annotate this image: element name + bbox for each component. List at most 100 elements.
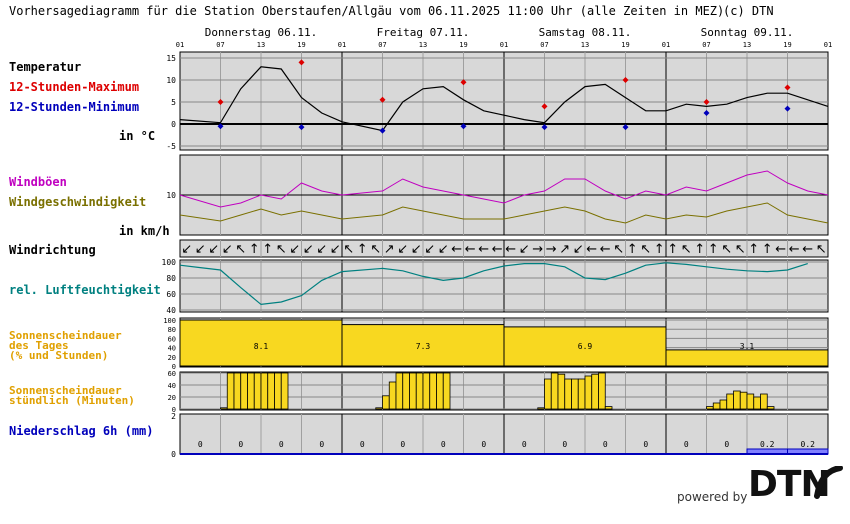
wind-arrow: ↙ [424, 242, 435, 257]
temp-max-point [217, 99, 224, 105]
wind-arrow: ↑ [708, 242, 719, 257]
precip-value: 0 [481, 440, 486, 449]
wind-arrow: ↙ [222, 242, 233, 257]
wind-arrow: ↑ [694, 242, 705, 257]
temp-min-point [784, 105, 791, 112]
hour-tick-label: 13 [257, 41, 265, 49]
precip-tick-label: 2 [171, 412, 176, 421]
label-wind-unit: in km/h [119, 224, 170, 238]
wind-arrow: ↖ [276, 242, 287, 257]
sun-hourly-bar [395, 372, 404, 410]
wind-arrow: ↙ [195, 242, 206, 257]
wind-arrow: ↙ [397, 242, 408, 257]
wind-arrow: ↖ [735, 242, 746, 257]
temp-min-point [622, 124, 629, 131]
dtn-swoosh-icon [814, 466, 843, 499]
hour-tick-label: 19 [297, 41, 305, 49]
wind-arrow: ↖ [613, 242, 624, 257]
wind-arrow: ← [465, 242, 476, 257]
precip-value: 0 [441, 440, 446, 449]
sun-hourly-bar [571, 378, 579, 410]
temp-max-point [460, 79, 467, 86]
hour-tick-label: 01 [176, 41, 184, 49]
wind-arrow: → [532, 242, 543, 257]
precip-value: 0 [562, 440, 567, 449]
precip-value: 0 [724, 440, 729, 449]
wind-arrow: ↙ [573, 242, 584, 257]
day-label: Samstag 08.11. [539, 26, 632, 39]
wind-arrow: ↙ [411, 242, 422, 257]
label-precip: Niederschlag 6h (mm) [9, 424, 154, 438]
temp-max-point [541, 103, 548, 110]
sun-hourly-bar [766, 406, 775, 410]
wind-arrow: ↖ [370, 242, 381, 257]
sun-hourly-bar [719, 399, 728, 410]
humidity-tick-label: 80 [166, 274, 176, 283]
wind-arrow: ← [586, 242, 597, 257]
wind-arrow: ↑ [667, 242, 678, 257]
label-sun-hourly-2: stündlich (Minuten) [9, 394, 135, 407]
sun-hourly-tick-label: 20 [168, 394, 176, 402]
sun-hourly-bar [712, 402, 721, 410]
hour-tick-label: 13 [419, 41, 427, 49]
sun-daily-tick-label: 20 [168, 354, 176, 362]
sun-hourly-bar [733, 390, 741, 410]
wind-arrow: ↑ [262, 242, 273, 257]
humidity-tick-label: 60 [166, 290, 176, 299]
temp-min-point [703, 110, 710, 116]
label-sun-daily-2: des Tages [9, 339, 69, 352]
temp-min-point [298, 124, 305, 131]
temp-tick-label: 10 [166, 76, 176, 85]
sun-hourly-bar [537, 407, 545, 410]
precip-value: 0 [400, 440, 405, 449]
wind-arrow: ← [492, 242, 503, 257]
label-gusts: Windböen [9, 175, 67, 189]
precip-value: 0 [360, 440, 365, 449]
sun-hourly-bar [267, 372, 275, 410]
hour-tick-label: 07 [378, 41, 386, 49]
wind-arrow: ↙ [438, 242, 449, 257]
wind-arrow: ↑ [357, 242, 368, 257]
label-max: 12-Stunden-Maximum [9, 80, 140, 94]
wind-arrow: ← [478, 242, 489, 257]
hour-tick-label: 19 [459, 41, 467, 49]
temp-tick-label: 15 [166, 54, 176, 63]
sun-hourly-bar [706, 406, 714, 410]
precip-value: 0 [684, 440, 689, 449]
sun-hourly-bar [436, 372, 444, 410]
precip-value: 0 [238, 440, 243, 449]
hour-tick-label: 01 [824, 41, 832, 49]
label-humidity: rel. Luftfeuchtigkeit [9, 283, 161, 297]
wind-arrow: ↖ [721, 242, 732, 257]
precip-value: 0.2 [801, 440, 816, 449]
humidity-line [179, 262, 808, 306]
sun-hourly-bar [388, 381, 397, 410]
sun-hourly-bar [429, 372, 437, 410]
gust-line [179, 170, 829, 208]
sun-hourly-bar [240, 372, 248, 410]
sun-hourly-bar [584, 375, 593, 410]
wind-arrow: ↗ [559, 242, 570, 257]
day-label: Sonntag 09.11. [701, 26, 794, 39]
sun-hourly-bar [415, 372, 424, 410]
sun-hourly-bar [280, 372, 289, 410]
hour-tick-label: 13 [581, 41, 589, 49]
temperature-line [179, 66, 829, 132]
temp-max-point [298, 59, 305, 66]
precip-value: 0 [643, 440, 648, 449]
sun-hourly-bar [422, 372, 431, 410]
wind-arrow: ↙ [330, 242, 341, 257]
day-label: Freitag 07.11. [377, 26, 470, 39]
sun-daily-tick-label: 60 [168, 335, 176, 343]
sun-daily-bar [341, 324, 505, 367]
wind-arrow: ← [451, 242, 462, 257]
temp-min-point [541, 124, 548, 131]
wind-arrow: ↙ [208, 242, 219, 257]
wind-arrow: ↑ [762, 242, 773, 257]
sun-hourly-bar [220, 407, 228, 410]
precip-tick-label: 0 [171, 450, 176, 459]
temp-max-point [379, 96, 386, 103]
sun-hourly-tick-label: 60 [168, 370, 176, 378]
sun-hourly-bar [753, 396, 761, 410]
wind-arrow: → [546, 242, 557, 257]
